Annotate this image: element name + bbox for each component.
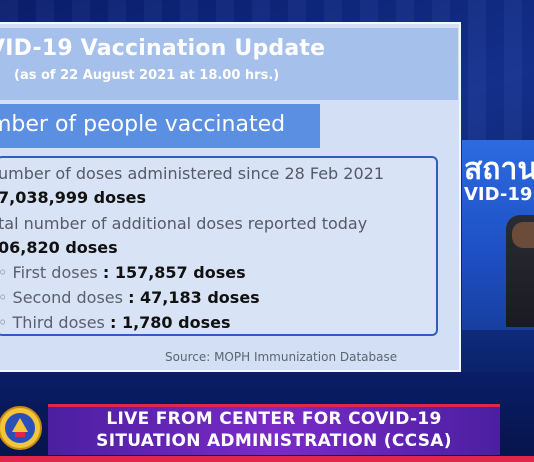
second-doses-value: : 47,183 doses (128, 288, 260, 307)
bullet-icon: ◦ (0, 263, 8, 282)
third-doses-value: : 1,780 doses (109, 313, 231, 332)
first-doses-value: : 157,857 doses (102, 263, 246, 282)
first-doses-row: ◦ First doses : 157,857 doses (0, 263, 246, 282)
bullet-icon: ◦ (0, 288, 8, 307)
banner-line-2: SITUATION ADMINISTRATION (CCSA) (96, 431, 452, 451)
second-doses-row: ◦ Second doses : 47,183 doses (0, 288, 260, 307)
slide-title-bar: VID-19 Vaccination Update (as of 22 Augu… (0, 28, 458, 100)
second-doses-label: Second doses (12, 288, 123, 307)
studio-screen-title: สถาน (464, 152, 534, 187)
source-note: Source: MOPH Immunization Database (165, 350, 398, 364)
section-title: mber of people vaccinated (0, 112, 286, 137)
doses-since-label: umber of doses administered since 28 Feb… (0, 164, 385, 183)
third-doses-label: Third doses (12, 313, 105, 332)
slide-subtitle: (as of 22 August 2021 at 18.00 hrs.) (14, 68, 280, 83)
live-banner: LIVE FROM CENTER FOR COVID-19 SITUATION … (48, 407, 500, 455)
additional-value: 06,820 doses (0, 238, 118, 257)
studio-screen-subtitle: VID-19 S (464, 184, 534, 205)
data-box: umber of doses administered since 28 Feb… (0, 156, 438, 336)
vaccination-slide: VID-19 Vaccination Update (as of 22 Augu… (0, 22, 461, 372)
bottom-accent-bar (0, 456, 534, 462)
banner-line-1: LIVE FROM CENTER FOR COVID-19 (106, 409, 442, 429)
third-doses-row: ◦ Third doses : 1,780 doses (0, 313, 230, 332)
section-header: mber of people vaccinated (0, 104, 320, 148)
bullet-icon: ◦ (0, 313, 8, 332)
government-emblem-icon (0, 406, 42, 450)
doses-since-value: 7,038,999 doses (0, 188, 146, 207)
additional-label: tal number of additional doses reported … (0, 214, 368, 233)
first-doses-label: First doses (12, 263, 98, 282)
slide-title: VID-19 Vaccination Update (0, 36, 326, 61)
banner-accent-line (48, 404, 500, 407)
presenter-head (512, 222, 534, 248)
